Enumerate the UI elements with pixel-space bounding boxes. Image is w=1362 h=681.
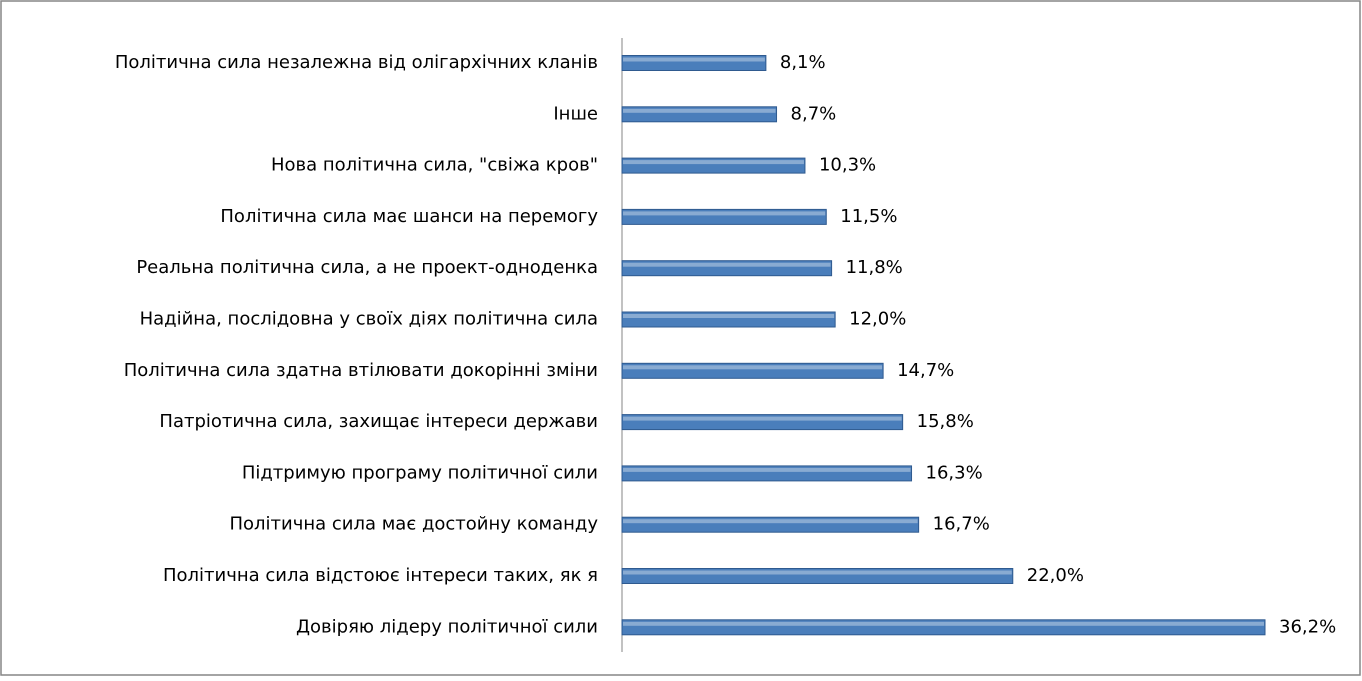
bar-highlight <box>623 519 918 524</box>
y-tick-label: Довіряю лідеру політичної сили <box>296 616 598 637</box>
y-tick-label: Підтримую програму політичної сили <box>242 462 598 483</box>
bar <box>621 516 920 533</box>
value-label: 15,8% <box>917 411 974 432</box>
y-tick-label: Нова політична сила, "свіжа кров" <box>271 155 598 176</box>
y-tick-label: Надійна, послідовна у своїх діях політич… <box>140 309 598 330</box>
bar-highlight <box>623 160 804 165</box>
value-label: 36,2% <box>1279 616 1336 637</box>
value-label: 11,8% <box>846 257 903 278</box>
bar <box>621 106 778 123</box>
bar <box>621 208 827 225</box>
value-label: 8,7% <box>791 103 837 124</box>
y-tick-label: Політична сила відстоює інтереси таких, … <box>163 565 598 586</box>
value-label: 12,0% <box>849 309 906 330</box>
bar <box>621 311 836 328</box>
bar <box>621 619 1266 636</box>
value-label: 22,0% <box>1027 565 1084 586</box>
bar <box>621 157 806 174</box>
bar-highlight <box>623 416 902 421</box>
bar <box>621 260 833 277</box>
value-label: 8,1% <box>780 52 826 73</box>
bar-highlight <box>623 365 883 370</box>
value-label: 16,3% <box>926 462 983 483</box>
bar-highlight <box>623 108 776 113</box>
y-tick-label: Політична сила має достойну команду <box>229 514 598 535</box>
value-label: 10,3% <box>819 155 876 176</box>
bar <box>621 55 767 71</box>
bar-highlight <box>623 570 1012 575</box>
y-tick-label: Інше <box>553 103 598 124</box>
bar-highlight <box>623 57 765 62</box>
value-label: 16,7% <box>933 514 990 535</box>
bar <box>621 568 1014 584</box>
y-tick-label: Політична сила має шанси на перемогу <box>220 206 598 227</box>
bar-highlight <box>623 211 826 216</box>
value-label: 14,7% <box>897 360 954 381</box>
y-tick-label: Реальна політична сила, а не проект-одно… <box>136 257 598 278</box>
y-tick-label: Політична сила незалежна від олігархічни… <box>115 52 598 73</box>
bar-highlight <box>623 467 911 472</box>
bar <box>621 362 884 379</box>
value-label: 11,5% <box>840 206 897 227</box>
bar-highlight <box>623 262 831 267</box>
bar <box>621 465 913 482</box>
bar-highlight <box>623 314 835 318</box>
bar <box>621 414 904 431</box>
y-tick-label: Патріотична сила, захищає інтереси держа… <box>159 411 598 432</box>
bar-highlight <box>623 621 1264 626</box>
y-tick-label: Політична сила здатна втілювати докорінн… <box>124 360 598 381</box>
